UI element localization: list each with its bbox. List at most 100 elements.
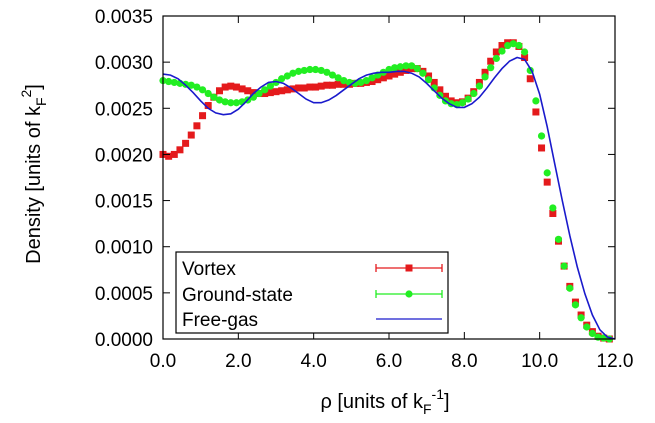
data-point-ground-state xyxy=(470,89,478,98)
data-point-vortex xyxy=(323,81,331,89)
data-point-vortex xyxy=(221,83,229,91)
data-point-ground-state xyxy=(351,79,359,87)
data-point-ground-state xyxy=(492,54,500,63)
data-point-ground-state xyxy=(272,78,280,87)
data-point-ground-state xyxy=(396,63,404,71)
data-point-ground-state xyxy=(323,68,331,76)
x-axis-label: ρ [units of kF-1] xyxy=(320,386,449,417)
data-point-vortex xyxy=(391,70,399,78)
data-point-vortex xyxy=(187,131,195,139)
data-point-ground-state xyxy=(554,235,563,243)
data-point-ground-state xyxy=(278,75,286,83)
data-point-vortex xyxy=(204,102,212,110)
data-point-vortex xyxy=(238,85,246,93)
data-point-vortex xyxy=(385,72,393,80)
y-tick-label: 0.0035 xyxy=(95,7,153,28)
x-tick-label: 4.0 xyxy=(300,351,326,372)
data-point-vortex xyxy=(216,87,223,95)
data-point-ground-state xyxy=(509,40,517,48)
data-point-vortex xyxy=(538,144,546,152)
x-tick-label: 2.0 xyxy=(225,351,251,372)
data-point-ground-state xyxy=(408,62,416,70)
data-point-ground-state xyxy=(165,77,173,86)
data-point-ground-state xyxy=(221,98,229,106)
axis-ticks: 0.0 2.0 4.0 6.0 8.0 10.0 12.0 0.0000 0.0005 0.001… xyxy=(95,7,634,372)
data-point-ground-state xyxy=(317,66,325,75)
data-point-ground-state xyxy=(193,83,201,91)
data-point-ground-state xyxy=(255,89,263,98)
data-point-vortex xyxy=(261,90,269,98)
y-axis-label: Density [units of kF2] xyxy=(18,84,49,264)
y-tick-label: 0.0030 xyxy=(95,53,153,74)
data-point-ground-state xyxy=(187,81,195,89)
data-point-vortex xyxy=(227,82,235,90)
data-point-ground-state xyxy=(475,82,483,90)
data-point-ground-state xyxy=(498,47,506,55)
data-point-vortex xyxy=(193,122,201,130)
data-point-vortex xyxy=(199,112,207,120)
data-point-ground-state xyxy=(210,93,218,101)
y-tick-label: 0.0020 xyxy=(95,145,153,166)
data-point-ground-state xyxy=(227,99,235,107)
data-point-vortex xyxy=(543,178,551,186)
data-point-ground-state xyxy=(266,82,274,90)
data-point-ground-state xyxy=(204,89,212,98)
data-point-ground-state xyxy=(402,62,410,70)
data-point-vortex xyxy=(396,68,404,76)
series-free-gas xyxy=(162,56,616,340)
data-point-vortex xyxy=(402,66,410,74)
data-point-vortex xyxy=(487,57,495,65)
series-line-free-gas xyxy=(162,56,616,340)
data-point-vortex xyxy=(430,78,438,86)
legend-label-vortex: Vortex xyxy=(182,259,236,280)
y-tick-label: 0.0025 xyxy=(95,99,153,120)
data-point-ground-state xyxy=(481,73,489,81)
x-tick-label: 0.0 xyxy=(150,351,176,372)
legend-label-free-gas: Free-gas xyxy=(182,310,258,331)
data-point-ground-state xyxy=(357,78,365,87)
legend-label-ground-state: Ground-state xyxy=(182,285,293,306)
y-tick-label: 0.0005 xyxy=(95,284,153,305)
data-point-ground-state xyxy=(543,169,551,177)
data-point-vortex xyxy=(317,82,325,90)
data-point-ground-state xyxy=(215,96,224,104)
data-point-ground-state xyxy=(261,86,269,94)
data-point-ground-state xyxy=(306,65,314,74)
data-point-ground-state xyxy=(198,86,207,94)
data-point-ground-state xyxy=(340,77,348,85)
data-point-ground-state xyxy=(549,204,557,212)
y-tick-label: 0.0000 xyxy=(95,330,153,351)
data-point-ground-state xyxy=(424,76,433,84)
data-point-vortex xyxy=(340,80,348,88)
data-point-vortex xyxy=(170,150,178,158)
data-point-ground-state xyxy=(577,314,585,322)
data-point-ground-state xyxy=(458,99,467,107)
data-point-vortex xyxy=(374,76,382,84)
data-point-vortex xyxy=(306,83,314,91)
data-point-vortex xyxy=(176,146,184,154)
data-point-ground-state xyxy=(232,99,241,107)
x-tick-label: 8.0 xyxy=(451,351,477,372)
data-point-vortex xyxy=(165,152,173,160)
data-point-ground-state xyxy=(368,74,376,82)
data-point-ground-state xyxy=(170,78,178,87)
data-point-vortex xyxy=(368,78,376,86)
data-point-ground-state xyxy=(300,66,308,75)
data-point-ground-state xyxy=(521,48,529,56)
series-ground-state xyxy=(159,40,613,343)
data-point-vortex xyxy=(329,81,336,89)
data-point-vortex xyxy=(532,108,540,116)
data-point-ground-state xyxy=(464,95,472,103)
data-point-vortex xyxy=(283,86,291,94)
x-tick-label: 6.0 xyxy=(376,351,402,372)
data-point-vortex xyxy=(300,84,308,92)
data-point-ground-state xyxy=(334,74,342,82)
data-point-vortex xyxy=(312,83,320,91)
data-point-ground-state xyxy=(289,69,297,77)
data-point-ground-state xyxy=(571,301,580,309)
data-point-vortex xyxy=(549,209,557,217)
data-point-vortex xyxy=(481,68,489,76)
data-point-ground-state xyxy=(283,72,291,80)
